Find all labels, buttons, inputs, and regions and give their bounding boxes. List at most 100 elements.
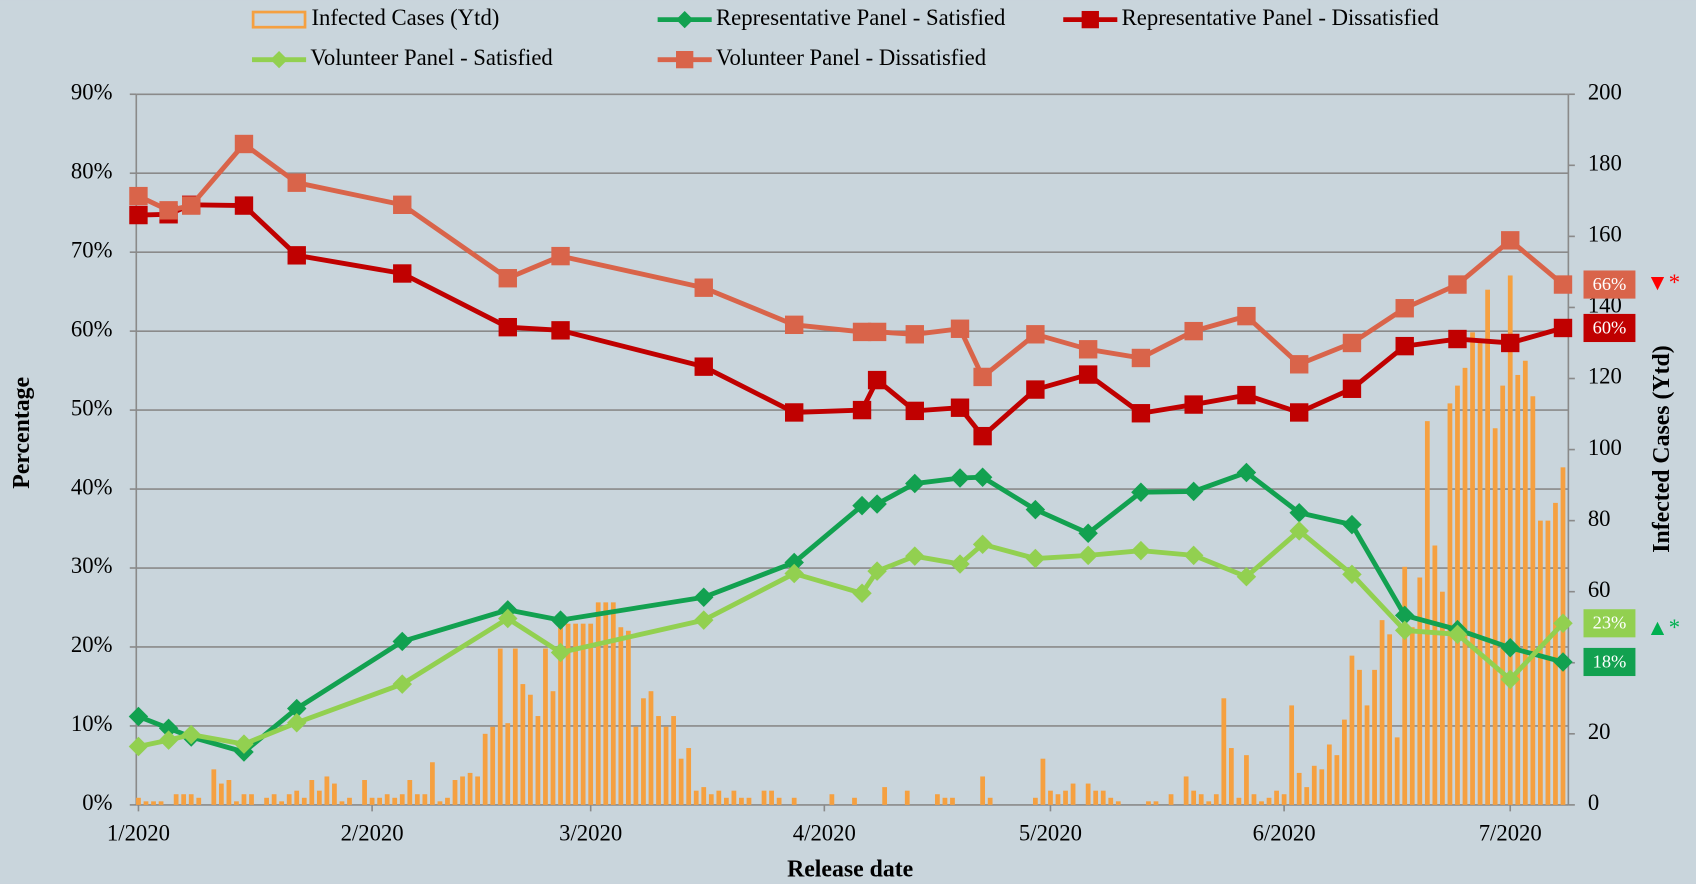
bar xyxy=(1379,620,1385,805)
marker xyxy=(694,610,714,630)
bar xyxy=(249,794,254,805)
marker xyxy=(129,205,148,225)
bar xyxy=(301,797,307,805)
bar xyxy=(384,794,390,805)
marker xyxy=(1131,482,1151,502)
marker xyxy=(694,587,714,607)
marker xyxy=(1500,669,1520,690)
y-tick-label: 40% xyxy=(71,474,113,499)
y2-tick-label: 80 xyxy=(1588,506,1611,531)
bar xyxy=(392,797,398,805)
marker xyxy=(1289,355,1309,374)
bar xyxy=(414,794,420,805)
bar xyxy=(218,783,224,805)
bar xyxy=(294,790,300,805)
marker xyxy=(392,674,412,694)
y2-tick-label: 20 xyxy=(1588,719,1611,744)
bar xyxy=(279,801,285,805)
marker xyxy=(159,201,178,220)
marker xyxy=(287,246,306,265)
y-tick-label: 0% xyxy=(82,790,112,815)
bar xyxy=(769,790,774,805)
bar xyxy=(1538,520,1543,805)
bar xyxy=(1236,797,1242,805)
marker xyxy=(1131,404,1151,423)
y-tick-label: 60% xyxy=(71,316,113,341)
marker xyxy=(1289,403,1309,422)
marker xyxy=(1026,380,1045,399)
marker xyxy=(1448,329,1467,349)
bar xyxy=(904,790,910,805)
bar xyxy=(497,648,503,805)
marker xyxy=(950,319,970,338)
bar xyxy=(1455,385,1460,805)
y2-tick-label: 200 xyxy=(1588,79,1622,104)
bar xyxy=(264,797,269,805)
bar xyxy=(693,790,699,805)
x-tick-label: 2/2020 xyxy=(341,820,404,845)
bar xyxy=(935,794,940,805)
bar xyxy=(369,797,375,805)
marker xyxy=(1553,652,1573,672)
marker xyxy=(784,403,804,422)
line xyxy=(137,470,1564,755)
bar xyxy=(1244,755,1249,805)
bar xyxy=(1198,794,1204,805)
bar xyxy=(829,794,835,805)
bar xyxy=(1560,467,1566,805)
bar xyxy=(362,780,367,805)
value-label-box xyxy=(1583,313,1636,343)
marker xyxy=(498,269,517,288)
bar xyxy=(550,691,556,805)
y-tick-label: 30% xyxy=(71,553,113,578)
marker xyxy=(234,196,254,215)
bar xyxy=(671,716,676,805)
bar xyxy=(407,780,413,805)
bar xyxy=(565,623,571,805)
bar xyxy=(1515,374,1521,805)
bar xyxy=(1424,421,1430,805)
marker xyxy=(128,736,149,757)
bar xyxy=(1402,566,1408,805)
bar xyxy=(467,772,473,805)
bar xyxy=(505,723,511,805)
bar xyxy=(603,602,609,805)
legend-label: Representative Panel - Dissatisfied xyxy=(1122,5,1440,30)
marker xyxy=(1501,231,1520,250)
bar xyxy=(942,797,948,805)
bar xyxy=(1274,790,1279,805)
bar xyxy=(1319,769,1325,805)
bar xyxy=(648,691,654,805)
x-tick-label: 7/2020 xyxy=(1479,820,1542,845)
bar xyxy=(1085,783,1091,805)
bar xyxy=(641,698,646,805)
bar xyxy=(580,623,586,805)
bar xyxy=(1070,783,1076,805)
marker xyxy=(287,173,306,192)
bar xyxy=(1545,520,1551,805)
bar xyxy=(980,776,986,805)
marker xyxy=(1183,545,1204,566)
bar xyxy=(347,797,352,805)
bar xyxy=(399,794,405,805)
x-tick-label: 3/2020 xyxy=(559,820,622,845)
bar xyxy=(1357,669,1362,805)
bar xyxy=(1447,403,1453,805)
marker xyxy=(393,264,412,283)
bar xyxy=(286,794,292,805)
bar xyxy=(701,787,707,805)
marker xyxy=(694,278,713,297)
annotation: ▼* xyxy=(1646,270,1680,295)
legend-label: Infected Cases (Ytd) xyxy=(312,5,500,30)
marker xyxy=(905,325,924,344)
marker xyxy=(1553,613,1573,634)
marker xyxy=(1342,379,1362,398)
marker xyxy=(1184,321,1203,341)
bar xyxy=(535,716,541,805)
bar xyxy=(678,758,684,805)
marker xyxy=(867,322,887,342)
value-label: 23% xyxy=(1593,613,1627,633)
bar xyxy=(1296,772,1302,805)
marker xyxy=(286,698,307,719)
